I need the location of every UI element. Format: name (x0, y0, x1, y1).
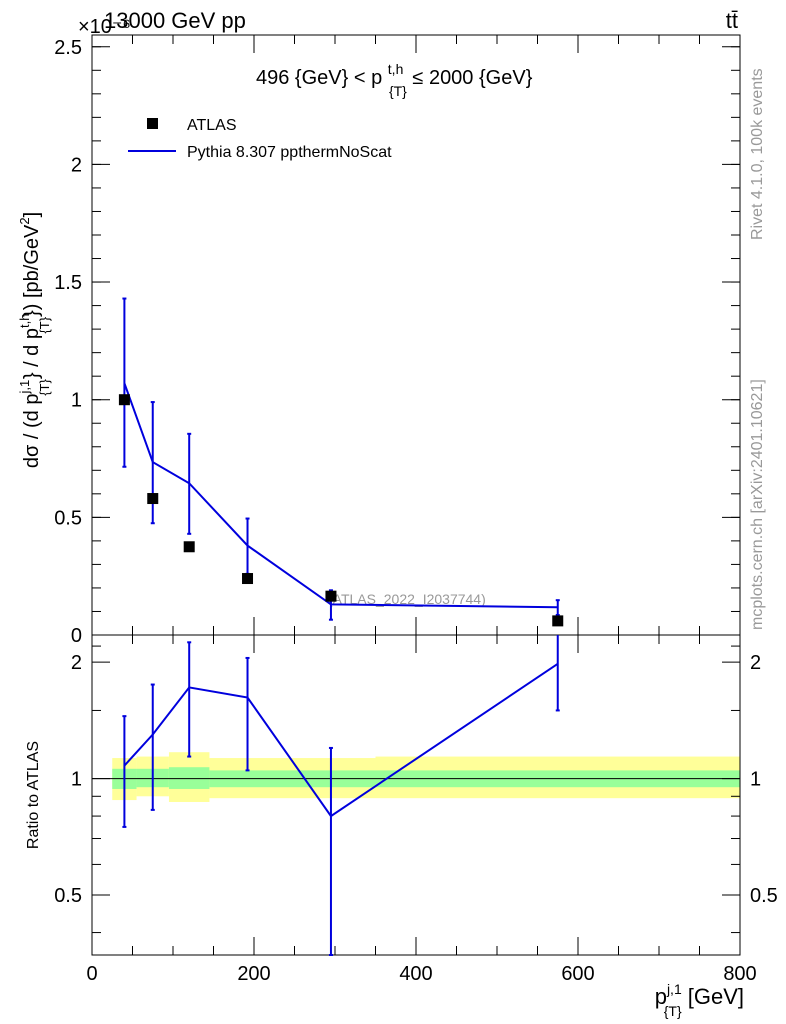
x-tick-label: 600 (561, 963, 594, 985)
ratio-x-ticks: 0 200 400 600 800 (86, 635, 757, 985)
ratio-y-tick-label: 1 (71, 769, 82, 791)
y-tick-label: 0.5 (54, 507, 82, 529)
ratio-y-tick-label-right: 2 (750, 652, 761, 674)
mc-line (123, 382, 558, 609)
x-tick-label: 0 (86, 963, 97, 985)
main-panel: 0 0.5 1 1.5 2 2.5 (ATLAS_2022_I2037744) 496 {… (17, 34, 741, 647)
header-right: tt̄ (726, 8, 738, 33)
data-point (242, 573, 254, 585)
exponent-label: ×10⁻⁶ (78, 16, 131, 38)
range-label-main: 496 {GeV} < p (256, 67, 382, 89)
data-point (118, 394, 130, 406)
legend-label-atlas: ATLAS (187, 117, 237, 134)
x-tick-label: 800 (723, 963, 756, 985)
range-label-tail: ≤ 2000 {GeV} (412, 67, 532, 89)
ratio-y-ticks: 0.5 0.5 1 1 2 2 (54, 645, 778, 934)
legend-marker-atlas (147, 118, 158, 129)
ratio-y-tick-label: 2 (71, 652, 82, 674)
ratio-panel: 0.5 0.5 1 1 2 2 0 200 400 600 800 Ratio to ATLAS (25, 634, 778, 985)
y-tick-label: 0 (71, 625, 82, 647)
main-x-ticks (91, 35, 741, 635)
x-tick-label: 200 (237, 963, 270, 985)
ratio-y-tick-label-right: 1 (750, 769, 761, 791)
header-left: 13000 GeV pp (104, 8, 246, 33)
range-label-sup: t,h (388, 61, 404, 77)
y-tick-label: 2 (71, 154, 82, 176)
x-tick-label: 400 (399, 963, 432, 985)
data-point (183, 541, 195, 553)
ratio-mc-series (122, 635, 560, 956)
ratio-y-tick-label-right: 0.5 (750, 885, 778, 907)
y-tick-label: 2.5 (54, 37, 82, 59)
data-series (118, 394, 564, 627)
x-label: pj,1 {T} [GeV] (655, 981, 744, 1019)
range-label: 496 {GeV} < p t,h {T} ≤ 2000 {GeV} (256, 57, 533, 101)
data-point (552, 615, 564, 627)
rivet-label: Rivet 4.1.0, 100k events (749, 68, 766, 240)
y-tick-label: 1.5 (54, 272, 82, 294)
uncertainty-bands (112, 752, 740, 802)
main-ylabel: dσ / (d pj,1 {T}} / d pt,h {T}}) [pb/GeV2] (17, 212, 52, 468)
watermark: (ATLAS_2022_I2037744) (328, 591, 486, 607)
ratio-y-tick-label: 0.5 (54, 885, 82, 907)
ratio-ylabel: Ratio to ATLAS (25, 741, 42, 849)
ratio-mc-line (123, 662, 559, 818)
mc-series (122, 297, 560, 621)
range-label-sub: {T} (389, 83, 407, 99)
legend: ATLAS Pythia 8.307 ppthermNoScat (128, 117, 392, 161)
legend-label-mc: Pythia 8.307 ppthermNoScat (187, 144, 392, 161)
mcplots-label: mcplots.cern.ch [arXiv:2401.10621] (749, 379, 766, 630)
data-point (147, 493, 159, 505)
y-tick-label: 1 (71, 390, 82, 412)
data-point (325, 590, 337, 602)
